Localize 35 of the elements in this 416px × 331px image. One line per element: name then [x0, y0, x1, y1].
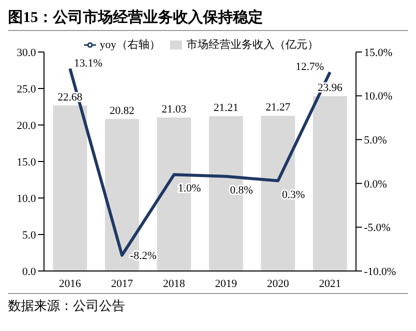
bar: [313, 96, 347, 271]
y2-tick-label: 5.0%: [364, 134, 387, 147]
x-tick-label: 2017: [111, 278, 134, 290]
y-tick-label: 10.0: [16, 192, 36, 205]
y-tick-label: 25.0: [16, 83, 36, 96]
y-tick-label: 0.0: [22, 266, 36, 278]
y2-tick-label: 0.0%: [364, 178, 387, 190]
data-label: 0.8%: [230, 184, 253, 196]
data-label: 21.21: [214, 102, 238, 114]
data-label: 21.03: [162, 103, 187, 116]
data-label: 21.27: [266, 102, 291, 114]
data-label: 12.7%: [296, 61, 324, 74]
x-tick-label: 2018: [163, 278, 186, 290]
bar: [53, 105, 87, 271]
y2-tick-label: -5.0%: [364, 222, 391, 234]
y2-tick-label: 10.0%: [364, 90, 392, 103]
data-label: 1.0%: [178, 182, 201, 195]
y2-tick-label: -10.0%: [364, 266, 396, 278]
x-tick-label: 2020: [267, 278, 290, 290]
y-tick-label: 5.0: [22, 229, 36, 242]
source-note: 数据来源：公司公告: [8, 293, 408, 315]
y-tick-label: 15.0: [16, 156, 36, 168]
x-tick-label: 2016: [59, 278, 82, 290]
chart-title: 图15：公司市场经营业务收入保持稳定: [8, 8, 408, 31]
y-tick-label: 20.0: [16, 120, 36, 132]
data-label: 20.82: [110, 105, 134, 118]
y2-tick-label: 15.0%: [364, 46, 392, 59]
data-label: -8.2%: [130, 250, 157, 262]
x-tick-label: 2021: [319, 278, 341, 290]
y-tick-label: 30.0: [16, 46, 36, 59]
x-tick-label: 2019: [215, 278, 238, 290]
data-label: 0.3%: [282, 188, 305, 201]
data-label: 13.1%: [74, 58, 102, 70]
legend-label: 市场经营业务收入（亿元）: [186, 39, 318, 51]
legend-label: yoy（右轴）: [100, 39, 160, 51]
